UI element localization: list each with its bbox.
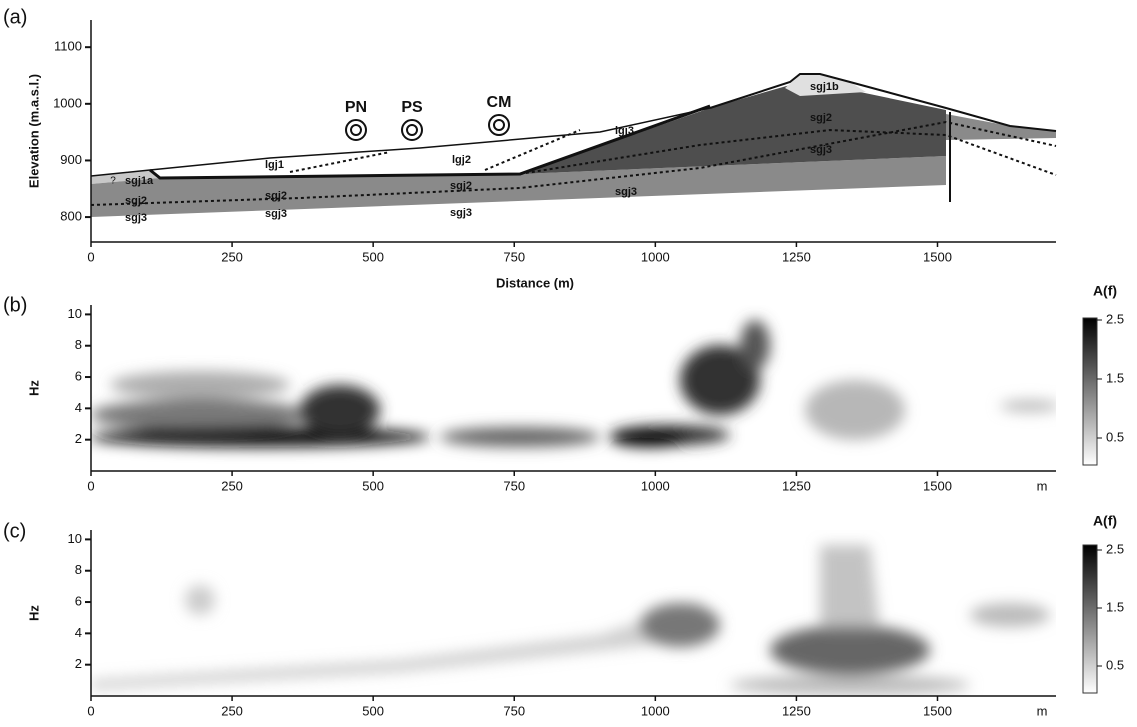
- panel-label: (a): [3, 6, 27, 28]
- x-tick-label: 0: [87, 703, 94, 718]
- colorbar-tick-label: 1.5: [1106, 599, 1124, 614]
- colorbar-tick-label: 0.5: [1106, 657, 1124, 672]
- station-label: PN: [345, 99, 367, 116]
- y-axis-label: Hz: [26, 380, 41, 396]
- station-marker: [406, 124, 418, 136]
- station-marker: [350, 124, 362, 136]
- x-tick-label: 1250: [782, 703, 811, 718]
- x-tick-label: 1000: [641, 703, 670, 718]
- layer-label: sgj3: [450, 207, 472, 219]
- x-tick-label: 750: [503, 703, 525, 718]
- y-tick-label: 800: [60, 209, 82, 224]
- station-label: CM: [487, 94, 512, 111]
- x-tick-label: 1500: [923, 703, 952, 718]
- x-tick-label: 0: [87, 478, 94, 493]
- y-tick-label: 6: [75, 368, 82, 383]
- layer-label: sgj2: [125, 195, 147, 207]
- layer-label: sgj2: [450, 180, 472, 192]
- colorbar-tick-label: 2.5: [1106, 311, 1124, 326]
- colorbar: [1082, 544, 1098, 694]
- y-axis-label: Elevation (m.a.s.l.): [26, 74, 41, 188]
- x-tick-label: 1250: [782, 249, 811, 264]
- colorbar-tick-label: 1.5: [1106, 370, 1124, 385]
- cross-section: [90, 73, 1057, 217]
- station-marker: [345, 119, 367, 141]
- y-tick-label: 8: [75, 562, 82, 577]
- layer-label: lgj3: [615, 125, 634, 137]
- y-tick-label: 2: [75, 656, 82, 671]
- x-tick-label: 1000: [641, 478, 670, 493]
- colorbar-title: A(f): [1093, 283, 1117, 299]
- x-tick-label: 500: [362, 703, 384, 718]
- x-tick-label: 250: [221, 703, 243, 718]
- y-tick-label: 8: [75, 337, 82, 352]
- colorbar-title: A(f): [1093, 513, 1117, 529]
- x-tick-label: 250: [221, 478, 243, 493]
- y-tick-label: 4: [75, 400, 82, 415]
- x-unit: m: [1037, 478, 1048, 493]
- x-tick-label: 500: [362, 478, 384, 493]
- colorbar-tick-label: 0.5: [1106, 429, 1124, 444]
- x-tick-label: 750: [503, 249, 525, 264]
- y-tick-label: 4: [75, 625, 82, 640]
- x-tick-label: 1500: [923, 478, 952, 493]
- y-tick-label: 1000: [53, 95, 82, 110]
- y-tick-label: 2: [75, 431, 82, 446]
- x-tick-label: 250: [221, 249, 243, 264]
- x-tick-label: 1250: [782, 478, 811, 493]
- unknown-mark: ?: [110, 176, 116, 187]
- x-unit: m: [1037, 703, 1048, 718]
- layer-label: sgj3: [265, 208, 287, 220]
- x-tick-label: 1500: [923, 249, 952, 264]
- y-tick-label: 10: [68, 531, 82, 546]
- x-tick-label: 750: [503, 478, 525, 493]
- panel-label: (c): [3, 520, 26, 542]
- y-tick-label: 6: [75, 593, 82, 608]
- layer-label: sgj1b: [810, 81, 839, 93]
- spectrogram-c: [91, 545, 1050, 695]
- layer-label: lgj1: [265, 159, 284, 171]
- y-tick-label: 1100: [54, 39, 82, 54]
- layer-label: lgj2: [452, 154, 471, 166]
- layer-label: sgj2: [265, 190, 287, 202]
- station-marker: [401, 119, 423, 141]
- x-tick-label: 0: [87, 249, 94, 264]
- colorbar: [1082, 317, 1098, 466]
- x-axis-label: Distance (m): [496, 275, 574, 290]
- station-label: PS: [401, 99, 423, 116]
- layer-label: sgj2: [810, 112, 832, 124]
- station-marker: [493, 119, 505, 131]
- station-marker: [488, 114, 510, 136]
- layer-label: sgj3: [810, 144, 832, 156]
- y-tick-label: 10: [68, 306, 82, 321]
- panel-label: (b): [3, 294, 27, 316]
- layer-label: sgj1a: [125, 175, 154, 187]
- x-tick-label: 500: [362, 249, 384, 264]
- colorbar-tick-label: 2.5: [1106, 541, 1124, 556]
- y-axis-label: Hz: [26, 605, 41, 621]
- layer-label: sgj3: [125, 212, 147, 224]
- x-tick-label: 1000: [641, 249, 670, 264]
- y-tick-label: 900: [60, 152, 82, 167]
- spectrogram-b: [91, 320, 1056, 447]
- layer-label: sgj3: [615, 186, 637, 198]
